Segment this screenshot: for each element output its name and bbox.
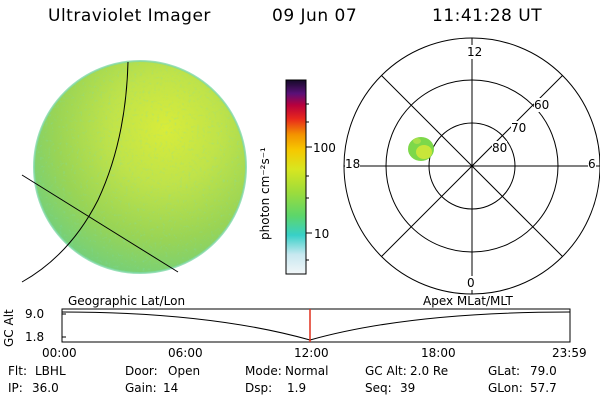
apex-label: Apex MLat/MLT [423,294,513,308]
dsp-label: Dsp: [245,381,273,395]
glon-label: GLon: [488,381,523,395]
gc-alt-axis-title: GC Alt [2,309,16,347]
y-tick-9: 9.0 [25,307,45,321]
colorbar-tick-100: 100 [313,141,336,155]
gain-value: 14 [163,381,179,395]
colorbar-tick-10: 10 [314,227,330,241]
gcalt-label: GC Alt: [365,364,407,378]
latitude-line [21,174,179,273]
glon-value: 57.7 [530,381,557,395]
x-tick-0000: 00:00 [42,346,77,360]
x-tick-1200: 12:00 [294,346,329,360]
glat-value: 79.0 [530,364,557,378]
date-label: 09 Jun 07 [272,6,358,26]
mlat-label-70: 70 [511,121,527,135]
flt-value: LBHL [35,364,66,378]
auroral-patch [408,137,434,161]
time-label: 11:41:28 UT [432,6,543,26]
mlt-label-6: 6 [588,157,596,171]
mode-label: Mode: [245,364,282,378]
x-tick-1800: 18:00 [421,346,456,360]
ip-label: IP: [8,381,23,395]
door-value: Open [168,364,201,378]
colorbar [285,79,312,275]
geographic-label: Geographic Lat/Lon [68,294,186,308]
gain-label: Gain: [125,381,157,395]
seq-value: 39 [400,381,416,395]
x-tick-2359: 23:59 [552,346,587,360]
mlat-label-60: 60 [534,98,550,112]
gcalt-value: 2.0 Re [410,364,449,378]
dsp-value: 1.9 [287,381,307,395]
x-tick-0600: 06:00 [168,346,203,360]
ip-value: 36.0 [32,381,59,395]
mode-value: Normal [285,364,329,378]
app-title: Ultraviolet Imager [48,6,211,26]
seq-label: Seq: [365,381,392,395]
mlt-label-0: 0 [467,276,475,290]
polar-plot [343,37,600,295]
altitude-timeline [61,308,571,343]
y-tick-1-8: 1.8 [25,330,45,344]
mlat-label-80: 80 [492,141,508,155]
colorbar-units-label: photon cm⁻²s⁻¹ [258,147,272,240]
glat-label: GLat: [488,364,521,378]
flt-label: Flt: [8,364,27,378]
uv-image-disk [21,60,247,283]
meridian-line [21,61,129,283]
door-label: Door: [125,364,158,378]
mlt-label-18: 18 [345,157,361,171]
mlt-label-12: 12 [466,45,484,59]
